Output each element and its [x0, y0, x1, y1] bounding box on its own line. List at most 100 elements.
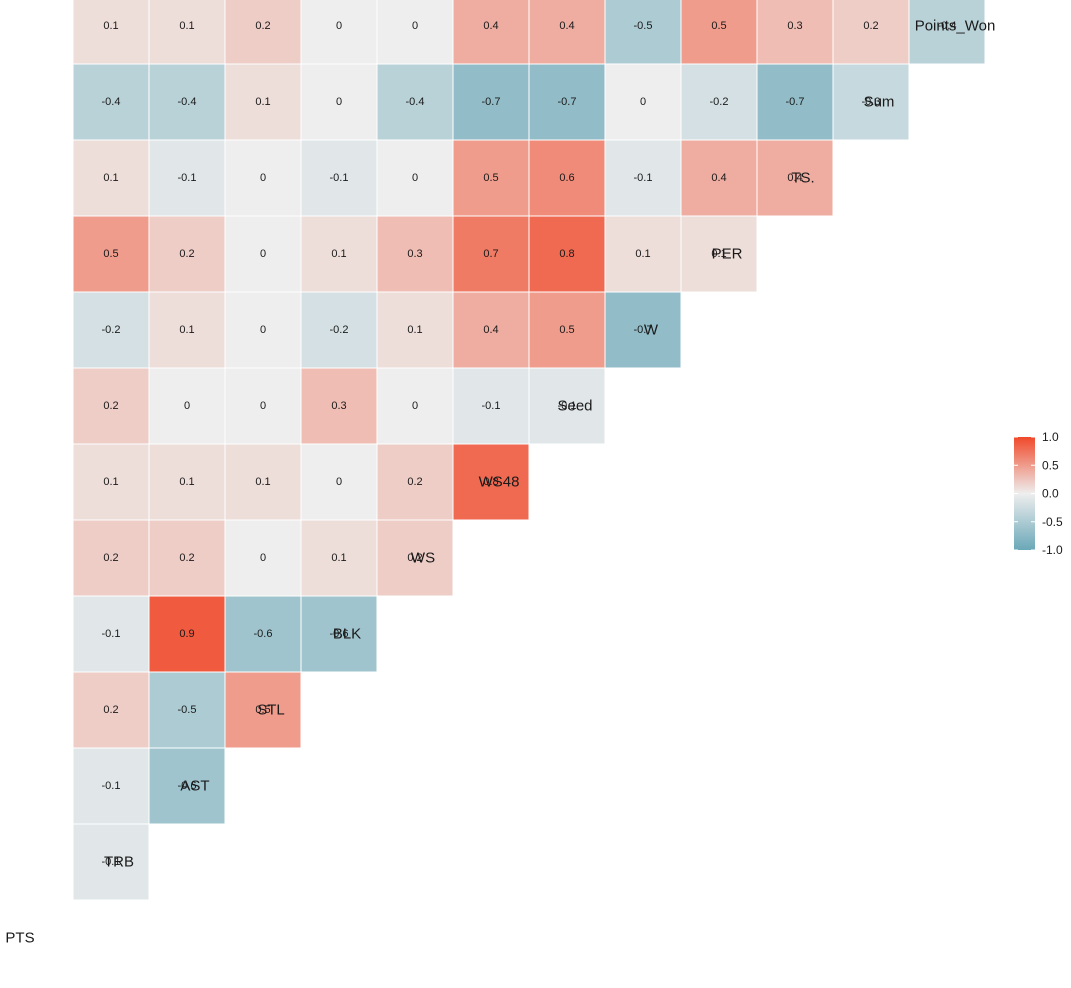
heatmap-cell-TS.-PER — [756, 139, 834, 217]
heatmap-cell-PER-PTS — [72, 215, 150, 293]
cell-value-TS.-WS48: 0.6 — [559, 172, 574, 184]
cell-value-TS.-Seed: -0.1 — [634, 172, 653, 184]
cell-value-BLK-PTS: -0.1 — [102, 628, 121, 640]
cell-value-PER-BLK: 0.3 — [407, 248, 422, 260]
variable-label-TRB: TRB — [104, 854, 134, 871]
cell-value-W-Seed: -0.7 — [634, 324, 653, 336]
heatmap-cell-Points_Won-PER — [756, 0, 834, 65]
cell-value-Sum-AST: 0.1 — [255, 96, 270, 108]
heatmap-cell-Points_Won-TS. — [832, 0, 910, 65]
legend-ticks: 1.0 0.5 0.0 -0.5 -1.0 — [1014, 430, 1063, 557]
cell-value-Seed-STL: 0.3 — [331, 400, 346, 412]
heatmap-cell-WS-BLK — [376, 519, 454, 597]
cell-value-Sum-WS48: -0.7 — [558, 96, 577, 108]
heatmap-cell-WS48-STL — [300, 443, 378, 521]
heatmap-values: -0.1 -0.1 -0.6 0.2 -0.5 0.5 -0.1 0.9 -0.6 -0.6 0.2… — [102, 20, 957, 868]
legend-tick-label: 0.5 — [1042, 458, 1059, 472]
heatmap-cell-Points_Won-STL — [300, 0, 378, 65]
heatmap-cell-PER-BLK — [376, 215, 454, 293]
cell-value-Points_Won-PER: 0.3 — [787, 20, 802, 32]
cell-value-Points_Won-TRB: 0.1 — [179, 20, 194, 32]
cell-value-Seed-WS48: -0.1 — [558, 400, 577, 412]
heatmap-cell-STL-AST — [224, 671, 302, 749]
heatmap-cell-Sum-STL — [300, 63, 378, 141]
heatmap-cell-WS48-WS — [452, 443, 530, 521]
heatmap-cell-Seed-WS48 — [528, 367, 606, 445]
cell-value-Sum-TS.: -0.3 — [862, 96, 881, 108]
cell-value-Sum-TRB: -0.4 — [178, 96, 197, 108]
cell-value-Sum-PTS: -0.4 — [102, 96, 121, 108]
cell-value-TS.-W: 0.4 — [711, 172, 726, 184]
cell-value-Sum-Seed: 0 — [640, 96, 646, 108]
heatmap-cell-Points_Won-BLK — [376, 0, 454, 65]
cell-value-PER-AST: 0 — [260, 248, 266, 260]
cell-value-Seed-TRB: 0 — [184, 400, 190, 412]
cell-value-PER-STL: 0.1 — [331, 248, 346, 260]
cell-value-TS.-BLK: 0 — [412, 172, 418, 184]
heatmap-cell-WS-TRB — [148, 519, 226, 597]
cell-value-Points_Won-TS.: 0.2 — [863, 20, 878, 32]
heatmap-cell-W-PTS — [72, 291, 150, 369]
cell-value-W-PTS: -0.2 — [102, 324, 121, 336]
variable-label-PTS: PTS — [5, 930, 34, 947]
heatmap-cell-WS48-AST — [224, 443, 302, 521]
variable-label-STL: STL — [257, 702, 285, 719]
heatmap-cell-STL-TRB — [148, 671, 226, 749]
cell-value-Sum-W: -0.2 — [710, 96, 729, 108]
cell-value-PER-WS: 0.7 — [483, 248, 498, 260]
heatmap-cell-TS.-W — [680, 139, 758, 217]
cell-value-WS-STL: 0.1 — [331, 552, 346, 564]
heatmap-cell-TS.-PTS — [72, 139, 150, 217]
cell-value-Points_Won-BLK: 0 — [412, 20, 418, 32]
heatmap-cell-TS.-STL — [300, 139, 378, 217]
cell-value-Seed-WS: -0.1 — [482, 400, 501, 412]
heatmap-cell-AST-PTS — [72, 747, 150, 825]
cell-value-W-WS: 0.4 — [483, 324, 498, 336]
heatmap-cell-Points_Won-TRB — [148, 0, 226, 65]
cell-value-TS.-STL: -0.1 — [330, 172, 349, 184]
heatmap-cell-STL-PTS — [72, 671, 150, 749]
heatmap-cell-Points_Won-Sum — [908, 0, 986, 65]
heatmap-cell-WS48-BLK — [376, 443, 454, 521]
cell-value-Sum-WS: -0.7 — [482, 96, 501, 108]
cell-value-WS48-PTS: 0.1 — [103, 476, 118, 488]
heatmap-cells — [72, 0, 986, 901]
heatmap-cell-TS.-BLK — [376, 139, 454, 217]
cell-value-Seed-AST: 0 — [260, 400, 266, 412]
heatmap-cell-Sum-WS48 — [528, 63, 606, 141]
cell-value-W-AST: 0 — [260, 324, 266, 336]
heatmap-cell-PER-STL — [300, 215, 378, 293]
cell-value-TS.-PER: 0.4 — [787, 172, 802, 184]
cell-value-WS48-WS: 0.8 — [483, 476, 498, 488]
heatmap-cell-Sum-TS. — [832, 63, 910, 141]
color-legend: 1.0 0.5 0.0 -0.5 -1.0 — [1014, 430, 1063, 557]
heatmap-cell-BLK-AST — [224, 595, 302, 673]
heatmap-cell-PER-WS — [452, 215, 530, 293]
cell-value-TS.-AST: 0 — [260, 172, 266, 184]
cell-value-Points_Won-WS: 0.4 — [483, 20, 498, 32]
heatmap-cell-WS-AST — [224, 519, 302, 597]
cell-value-BLK-TRB: 0.9 — [179, 628, 194, 640]
cell-value-WS48-AST: 0.1 — [255, 476, 270, 488]
heatmap-cell-Sum-AST — [224, 63, 302, 141]
heatmap-cell-Points_Won-WS — [452, 0, 530, 65]
cell-value-PER-WS48: 0.8 — [559, 248, 574, 260]
heatmap-cell-TS.-TRB — [148, 139, 226, 217]
cell-value-WS-BLK: 0.2 — [407, 552, 422, 564]
heatmap-cell-Points_Won-AST — [224, 0, 302, 65]
cell-value-STL-PTS: 0.2 — [103, 704, 118, 716]
cell-value-Sum-BLK: -0.4 — [406, 96, 425, 108]
variable-label-TS.: TS. — [791, 170, 814, 187]
legend-colorbar — [1014, 437, 1035, 550]
cell-value-Points_Won-Seed: -0.5 — [634, 20, 653, 32]
heatmap-cell-BLK-PTS — [72, 595, 150, 673]
heatmap-cell-Points_Won-W — [680, 0, 758, 65]
cell-value-TRB-PTS: -0.1 — [102, 856, 121, 868]
heatmap-cell-Seed-TRB — [148, 367, 226, 445]
heatmap-cell-PER-TRB — [148, 215, 226, 293]
variable-label-WS: WS — [411, 550, 435, 567]
heatmap-cell-Sum-TRB — [148, 63, 226, 141]
cell-value-Points_Won-W: 0.5 — [711, 20, 726, 32]
heatmap-cell-WS48-TRB — [148, 443, 226, 521]
legend-tick-label: 1.0 — [1042, 430, 1059, 444]
